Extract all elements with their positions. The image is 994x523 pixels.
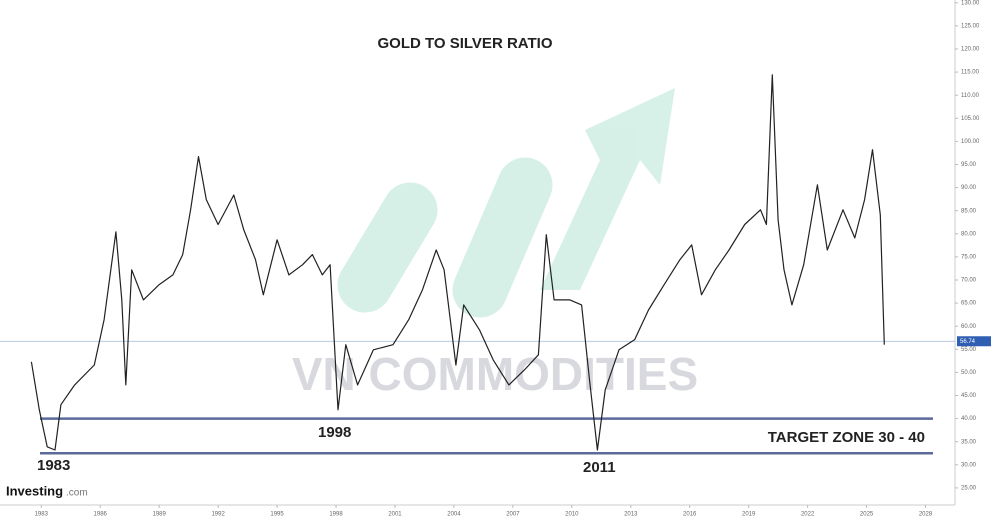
y-tick-label: 90.00 — [961, 185, 977, 191]
y-tick-label: 100.00 — [961, 139, 980, 145]
annotation: 1998 — [318, 424, 351, 441]
y-tick-label: 50.00 — [961, 370, 977, 376]
y-tick-label: 95.00 — [961, 162, 977, 168]
x-tick-label: 2001 — [388, 512, 402, 518]
x-tick-label: 1989 — [152, 512, 166, 518]
y-tick-label: 70.00 — [961, 278, 977, 284]
x-tick-label: 2013 — [624, 512, 638, 518]
y-tick-label: 75.00 — [961, 254, 977, 260]
y-tick-label: 55.00 — [961, 347, 977, 353]
y-tick-label: 45.00 — [961, 393, 977, 399]
watermark: VN COMMODITIES — [292, 348, 698, 400]
y-tick-label: 25.00 — [961, 485, 977, 491]
y-tick-label: 30.00 — [961, 462, 977, 468]
y-tick-label: 125.00 — [961, 23, 980, 29]
x-tick-label: 1986 — [94, 512, 108, 518]
x-tick-label: 1995 — [270, 512, 284, 518]
x-tick-label: 2016 — [683, 512, 697, 518]
source-suffix: .com — [66, 488, 88, 499]
chart-title: GOLD TO SILVER RATIO — [377, 35, 552, 52]
current-value-box — [957, 336, 991, 347]
x-tick-label: 2007 — [506, 512, 520, 518]
y-tick-label: 85.00 — [961, 208, 977, 214]
x-tick-label: 2022 — [801, 512, 815, 518]
x-tick-label: 1998 — [329, 512, 343, 518]
x-tick-label: 2010 — [565, 512, 579, 518]
y-tick-label: 120.00 — [961, 47, 980, 53]
source: Investing — [6, 483, 63, 498]
y-tick-label: 115.00 — [961, 70, 980, 76]
annotation: 2011 — [583, 459, 616, 476]
y-tick-label: 40.00 — [961, 416, 977, 422]
x-tick-label: 2019 — [742, 512, 756, 518]
annotation: 1983 — [37, 457, 70, 474]
x-tick-label: 1992 — [211, 512, 225, 518]
y-tick-label: 110.00 — [961, 93, 980, 99]
watermark-logo — [337, 88, 675, 318]
x-tick-label: 2025 — [860, 512, 874, 518]
y-tick-label: 65.00 — [961, 301, 977, 307]
x-tick-label: 2028 — [919, 512, 933, 518]
annotation: TARGET ZONE 30 - 40 — [768, 429, 925, 446]
y-tick-label: 80.00 — [961, 231, 977, 237]
y-tick-label: 130.00 — [961, 0, 980, 6]
x-tick-label: 1983 — [35, 512, 49, 518]
x-tick-label: 2004 — [447, 512, 461, 518]
y-tick-label: 105.00 — [961, 116, 980, 122]
line-series — [30, 74, 885, 451]
y-tick-label: 35.00 — [961, 439, 977, 445]
current-value-label: 56.74 — [960, 339, 976, 345]
y-tick-label: 60.00 — [961, 324, 977, 330]
